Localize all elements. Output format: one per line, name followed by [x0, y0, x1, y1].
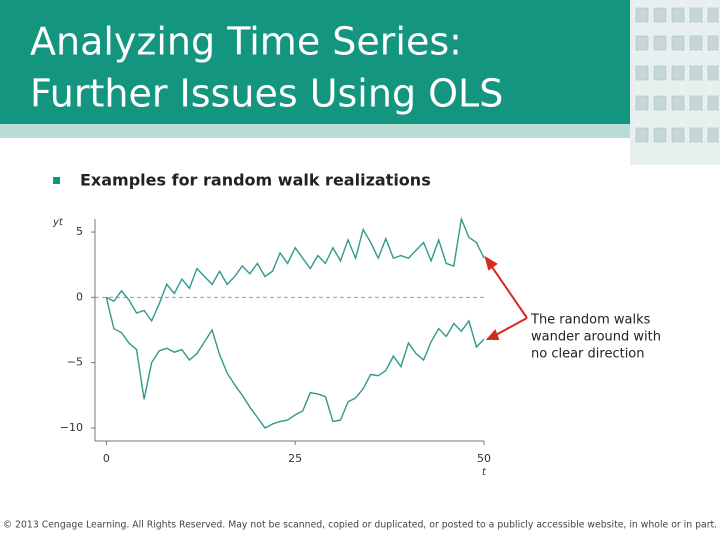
y-tick-label: −10 — [60, 421, 83, 434]
y-tick-label: −5 — [67, 356, 83, 369]
title-band — [0, 0, 630, 124]
footer: © 2013 Cengage Learning. All Rights Rese… — [3, 520, 717, 531]
title-line: Further Issues Using OLS — [30, 72, 503, 116]
x-tick-label: 25 — [288, 452, 302, 465]
x-axis-label: t — [482, 467, 487, 478]
header-image — [630, 0, 720, 165]
annotation-line: The random walks — [530, 313, 651, 328]
arrows — [484, 255, 528, 340]
series-line — [105, 297, 485, 429]
y-tick-label: 5 — [76, 225, 83, 238]
title-stripe — [0, 124, 630, 138]
y-axis-label: yt — [52, 217, 64, 228]
x-tick-label: 50 — [477, 452, 491, 465]
title-line: Analyzing Time Series: — [30, 20, 462, 64]
annotation-line: no clear direction — [531, 347, 645, 362]
annotation-line: wander around with — [531, 330, 661, 345]
bullet-text: Examples for random walk realizations — [80, 171, 431, 190]
series-line — [106, 216, 485, 323]
bullet-marker — [53, 177, 60, 184]
x-tick-label: 0 — [103, 452, 110, 465]
y-tick-label: 0 — [76, 290, 83, 303]
